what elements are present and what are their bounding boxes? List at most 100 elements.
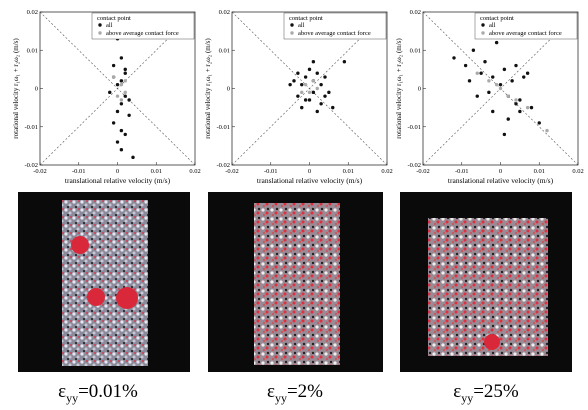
x-tick-label: -0.01 (72, 168, 86, 175)
data-point (119, 56, 124, 60)
legend-title: contact point (480, 15, 514, 22)
x-tick-label: 0 (308, 168, 311, 175)
data-point (115, 109, 120, 114)
data-point (522, 75, 526, 79)
data-point (323, 94, 327, 98)
red-cluster (87, 288, 105, 306)
legend-title: contact point (289, 15, 323, 22)
y-tick-label: 0.01 (27, 47, 38, 54)
x-tick-label: 0 (499, 168, 502, 175)
x-tick-label: -0.02 (416, 168, 430, 175)
data-point (115, 140, 120, 144)
legend-marker (98, 23, 102, 27)
data-point (502, 67, 507, 72)
caption-symbol: ε (267, 381, 275, 402)
data-point (319, 102, 323, 106)
legend-marker (481, 31, 485, 35)
data-point (452, 56, 456, 60)
data-point (300, 82, 304, 87)
legend-marker (290, 31, 294, 35)
legend-marker (290, 23, 294, 27)
specimen (62, 200, 148, 366)
data-point (487, 79, 491, 83)
legend-marker (481, 23, 485, 27)
data-point (491, 75, 495, 79)
caption: εyy=25% (453, 381, 519, 405)
data-point (494, 82, 499, 87)
data-point (115, 94, 120, 98)
x-tick-label: -0.02 (33, 168, 47, 175)
data-point (537, 121, 541, 125)
data-point (467, 79, 472, 83)
data-point (311, 60, 316, 64)
data-point (315, 86, 319, 91)
data-point (303, 98, 308, 102)
data-point (518, 109, 522, 114)
data-point (119, 82, 124, 87)
data-point (108, 90, 112, 95)
caption-subscript: yy (66, 391, 78, 405)
data-point (123, 71, 127, 75)
specimen (428, 218, 548, 356)
legend-box (283, 12, 387, 40)
red-cluster (484, 334, 500, 350)
y-tick-label: 0.01 (410, 47, 421, 54)
caption-subscript: yy (461, 391, 473, 405)
data-point (307, 98, 312, 102)
x-tick-label: -0.01 (455, 168, 469, 175)
data-point (518, 98, 522, 102)
x-axis-label: translational relative velocity (m/s) (65, 176, 171, 185)
specimen-images (18, 192, 572, 372)
x-tick-label: 0.02 (189, 168, 200, 175)
y-tick-label: 0 (418, 86, 421, 93)
data-point (119, 102, 124, 106)
data-point (475, 71, 479, 75)
x-tick-label: 0.01 (343, 168, 354, 175)
legend-box (474, 12, 578, 40)
y-tick-label: 0 (227, 86, 230, 93)
data-point (123, 94, 127, 98)
data-point (288, 82, 292, 87)
data-point (119, 79, 124, 83)
data-point (300, 90, 304, 95)
data-point (514, 98, 518, 102)
data-point (127, 113, 131, 117)
data-point (123, 132, 127, 137)
data-point (502, 132, 507, 137)
data-point (119, 98, 124, 102)
data-point (525, 71, 530, 75)
data-point (545, 128, 549, 133)
y-tick-label: -0.01 (24, 124, 38, 131)
data-point (529, 105, 534, 110)
data-point (506, 117, 510, 121)
data-point (123, 67, 127, 72)
diagonal (39, 11, 196, 166)
data-point (331, 105, 335, 110)
red-cluster (116, 287, 138, 309)
caption-value: =0.01% (78, 381, 138, 402)
data-point (315, 71, 319, 75)
legend-label: above average contact force (298, 30, 371, 37)
y-tick-label: 0.01 (219, 47, 230, 54)
data-point (311, 79, 316, 83)
data-point (487, 90, 491, 95)
caption-symbol: ε (453, 381, 461, 402)
legend-box (91, 12, 195, 40)
data-point (475, 94, 479, 98)
data-point (479, 71, 483, 75)
data-point (131, 155, 135, 160)
caption-subscript: yy (275, 391, 287, 405)
data-point (498, 86, 503, 91)
data-point (514, 63, 518, 68)
x-tick-label: 0.02 (381, 168, 392, 175)
x-axis-label: translational relative velocity (m/s) (257, 176, 363, 185)
data-point (463, 63, 468, 68)
data-point (111, 75, 116, 79)
y-tick-label: 0.02 (410, 9, 421, 16)
x-tick-label: -0.02 (225, 168, 239, 175)
data-point (292, 79, 296, 83)
data-point (327, 90, 331, 95)
data-point (311, 90, 316, 95)
